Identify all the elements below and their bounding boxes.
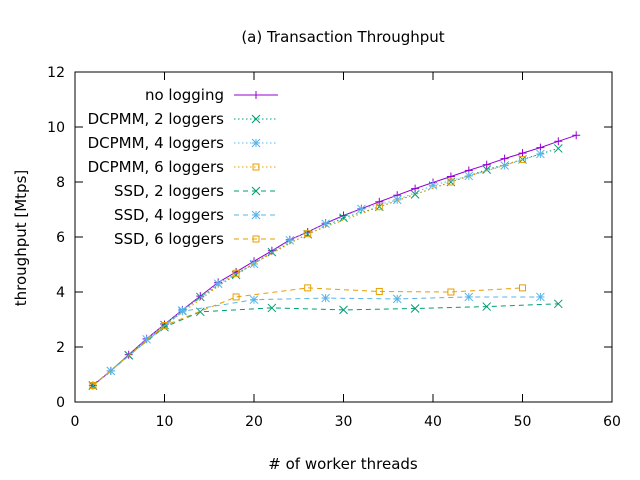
data-point (285, 235, 295, 245)
legend-swatch-marker (252, 163, 260, 171)
x-axis-title: # of worker threads (268, 455, 418, 473)
series-line (92, 147, 559, 386)
chart-title: (a) Transaction Throughput (241, 28, 444, 46)
legend: no logging DCPMM, 2 loggers DCPMM, 4 logge… (88, 86, 278, 248)
legend-label: DCPMM, 2 loggers (88, 110, 225, 128)
data-point (447, 288, 455, 296)
legend-label: DCPMM, 4 loggers (88, 134, 225, 152)
legend-swatch-marker (251, 210, 261, 220)
x-tick-label: 40 (424, 414, 442, 430)
series-4 (88, 299, 563, 390)
data-point (392, 294, 402, 304)
series-line (92, 287, 523, 386)
series-line (110, 296, 541, 372)
y-axis-title: throughput [Mtps] (12, 170, 30, 306)
data-point (106, 366, 116, 376)
y-tick-label: 10 (47, 120, 65, 136)
legend-label: no logging (145, 86, 224, 104)
data-point (410, 190, 420, 199)
data-point (178, 306, 187, 316)
data-point (249, 295, 259, 305)
data-point (249, 259, 259, 269)
x-tick-label: 20 (245, 414, 263, 430)
legend-label: SSD, 4 loggers (114, 206, 224, 224)
legend-label: SSD, 6 loggers (114, 230, 224, 248)
data-point (500, 154, 509, 163)
y-tick-label: 0 (56, 395, 65, 411)
legend-item: SSD, 4 loggers (114, 206, 278, 224)
data-point (161, 322, 168, 330)
legend-item: SSD, 2 loggers (114, 182, 278, 200)
data-point (267, 303, 277, 313)
legend-item: DCPMM, 4 loggers (88, 134, 278, 152)
y-tick-label: 6 (56, 230, 65, 246)
data-point (375, 287, 383, 295)
data-point (375, 197, 384, 206)
data-point (267, 246, 276, 255)
data-point (482, 165, 492, 174)
legend-swatch-marker (251, 186, 261, 196)
y-tick-label: 8 (56, 175, 65, 191)
data-point (321, 293, 330, 303)
legend-swatch-marker (251, 114, 261, 124)
data-point (213, 279, 223, 289)
legend-label: DCPMM, 6 loggers (88, 158, 225, 176)
legend-item: SSD, 6 loggers (114, 230, 278, 248)
data-point (232, 269, 240, 277)
data-point (392, 195, 402, 205)
legend-swatch-marker (252, 235, 260, 243)
data-point (553, 299, 563, 309)
data-point (572, 131, 581, 140)
series-5 (106, 292, 545, 376)
legend-item: no logging (145, 86, 278, 104)
data-point (536, 292, 545, 302)
series-line (92, 134, 577, 386)
data-point (304, 284, 312, 292)
data-point (554, 137, 563, 146)
data-point (447, 178, 455, 186)
legend-swatch-marker (251, 138, 261, 148)
data-point (519, 284, 526, 292)
data-point (536, 149, 545, 159)
y-tick-label: 12 (47, 65, 65, 81)
legend-item: DCPMM, 6 loggers (88, 158, 278, 176)
data-point (339, 213, 348, 223)
data-point (518, 149, 527, 158)
data-point (482, 160, 491, 169)
x-tick-label: 50 (514, 414, 532, 430)
y-tick-label: 2 (56, 340, 65, 356)
x-tick-label: 60 (603, 414, 621, 430)
data-point (89, 382, 97, 389)
legend-label: SSD, 2 loggers (114, 182, 224, 200)
series-line (92, 303, 559, 386)
data-point (196, 292, 205, 301)
data-point (375, 203, 383, 211)
data-point (321, 219, 330, 229)
data-point (411, 184, 420, 193)
y-axis-ticks: 0 2 4 6 8 10 12 (47, 65, 612, 411)
y-tick-label: 4 (56, 285, 65, 301)
x-tick-label: 0 (71, 414, 80, 430)
data-point (232, 293, 240, 301)
data-point (519, 155, 526, 163)
data-point (464, 171, 474, 181)
data-point (464, 292, 474, 302)
data-point (357, 204, 366, 214)
series-layer (88, 131, 581, 390)
data-point (410, 304, 420, 313)
data-point (142, 334, 151, 344)
data-point (553, 144, 563, 153)
data-point (482, 302, 492, 311)
x-axis-ticks: 0 10 20 30 40 50 60 (71, 72, 621, 430)
legend-item: DCPMM, 2 loggers (88, 110, 278, 128)
data-point (304, 230, 312, 238)
data-point (339, 305, 348, 315)
legend-swatch-marker (252, 91, 260, 99)
series-6 (89, 284, 526, 389)
x-tick-label: 10 (156, 414, 174, 430)
x-tick-label: 30 (335, 414, 353, 430)
